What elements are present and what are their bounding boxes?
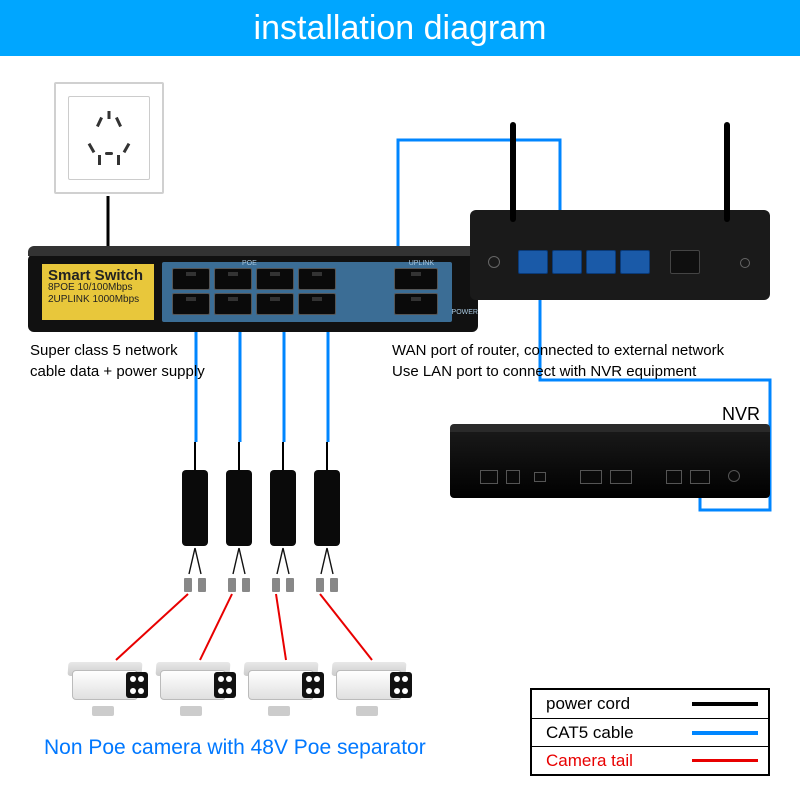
nvr-device xyxy=(450,428,770,498)
poe-separator xyxy=(314,470,340,546)
router xyxy=(470,210,770,300)
plug-icon xyxy=(198,578,206,592)
uplink-label: UPLINK xyxy=(409,260,434,267)
poe-label: POE xyxy=(242,260,257,267)
legend-row: power cord xyxy=(532,690,768,718)
header-bar: installation diagram xyxy=(0,0,800,56)
poe-separator xyxy=(270,470,296,546)
router-lan-ports xyxy=(518,250,650,274)
router-note: WAN port of router, connected to externa… xyxy=(392,340,724,382)
uplink-ports xyxy=(394,268,438,315)
legend-swatch xyxy=(692,702,758,706)
camera xyxy=(156,660,236,708)
plug-icon xyxy=(316,578,324,592)
legend-swatch xyxy=(692,759,758,762)
router-wan-port xyxy=(670,250,700,274)
plug-icon xyxy=(286,578,294,592)
switch-spec-2: 2UPLINK 1000Mbps xyxy=(48,294,148,306)
switch-label-panel: Smart Switch 8POE 10/100Mbps 2UPLINK 100… xyxy=(42,264,154,320)
legend-row: CAT5 cable xyxy=(532,718,768,746)
plug-icon xyxy=(228,578,236,592)
wall-outlet xyxy=(54,82,164,194)
antenna-left-icon xyxy=(510,122,516,222)
legend-swatch xyxy=(692,731,758,735)
camera xyxy=(244,660,324,708)
legend: power cord CAT5 cable Camera tail xyxy=(530,688,770,776)
camera-caption: Non Poe camera with 48V Poe separator xyxy=(44,736,426,760)
plug-icon xyxy=(184,578,192,592)
poe-separator xyxy=(226,470,252,546)
plug-icon xyxy=(272,578,280,592)
poe-ports xyxy=(172,268,336,315)
power-label: POWER xyxy=(452,309,478,316)
camera xyxy=(332,660,412,708)
poe-separator xyxy=(182,470,208,546)
nvr-label: NVR xyxy=(722,404,760,425)
legend-row: Camera tail xyxy=(532,746,768,774)
plug-icon xyxy=(330,578,338,592)
switch-note: Super class 5 network cable data + power… xyxy=(30,340,205,382)
switch-title: Smart Switch xyxy=(48,270,148,282)
camera xyxy=(68,660,148,708)
antenna-right-icon xyxy=(724,122,730,222)
smart-switch: Smart Switch 8POE 10/100Mbps 2UPLINK 100… xyxy=(28,254,478,332)
plug-icon xyxy=(242,578,250,592)
